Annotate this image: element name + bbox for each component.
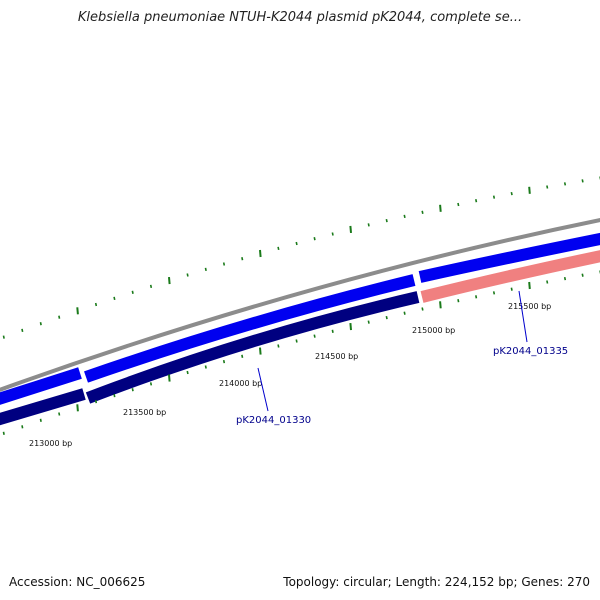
- outer-tick-ring: [2, 176, 600, 339]
- minor-tick: [94, 399, 98, 404]
- major-tick: [528, 186, 531, 194]
- tick-label: 215500 bp: [508, 302, 551, 311]
- tick-label: 215000 bp: [412, 326, 455, 335]
- minor-tick: [222, 359, 226, 364]
- major-tick: [168, 374, 171, 382]
- major-tick: [439, 301, 442, 309]
- gene-track: [0, 250, 600, 426]
- major-tick: [528, 281, 531, 290]
- major-tick: [76, 307, 79, 315]
- minor-tick: [204, 267, 207, 272]
- gene-label-pK2044_01335[interactable]: pK2044_01335: [493, 346, 568, 357]
- minor-tick: [331, 329, 334, 333]
- gene-segment[interactable]: [0, 388, 86, 426]
- tick-label: 213500 bp: [123, 408, 166, 417]
- minor-tick: [2, 431, 5, 435]
- minor-tick: [367, 223, 370, 227]
- minor-tick: [149, 382, 153, 386]
- cds-segment[interactable]: [0, 367, 82, 405]
- minor-tick: [546, 185, 549, 189]
- major-tick: [259, 249, 262, 258]
- minor-tick: [421, 307, 424, 311]
- cds-track: [0, 232, 600, 405]
- minor-tick: [546, 280, 549, 284]
- minor-tick: [403, 311, 406, 315]
- minor-tick: [563, 276, 567, 281]
- minor-tick: [313, 237, 316, 241]
- minor-tick: [39, 418, 42, 422]
- callout-line: [518, 290, 528, 343]
- minor-tick: [510, 191, 513, 196]
- minor-tick: [204, 365, 207, 369]
- major-tick: [349, 323, 352, 331]
- cds-segment[interactable]: [84, 274, 416, 383]
- minor-tick: [241, 257, 244, 261]
- genome-summary-text: Topology: circular; Length: 224,152 bp; …: [283, 575, 590, 589]
- minor-tick: [331, 232, 334, 236]
- tick-label: 213000 bp: [29, 439, 72, 448]
- tick-labels: 213000 bp 213500 bp 214000 bp 214500 bp …: [29, 302, 551, 448]
- inner-tick-ring: [2, 270, 600, 435]
- gene-callouts: pK2044_01330 pK2044_01335: [236, 290, 568, 426]
- minor-tick: [186, 273, 189, 277]
- minor-tick: [421, 210, 424, 214]
- minor-tick: [58, 315, 61, 319]
- minor-tick: [131, 290, 134, 294]
- gene-label-pK2044_01330[interactable]: pK2044_01330: [236, 415, 311, 426]
- accession-text: Accession: NC_006625: [9, 575, 146, 589]
- minor-tick: [149, 284, 153, 289]
- minor-tick: [113, 393, 116, 398]
- minor-tick: [277, 344, 280, 348]
- major-tick: [349, 225, 352, 233]
- minor-tick: [475, 295, 478, 299]
- gene-pK2044_01330[interactable]: [85, 291, 420, 404]
- minor-tick: [457, 202, 460, 207]
- minor-tick: [186, 370, 189, 375]
- major-tick: [168, 277, 171, 285]
- minor-tick: [403, 214, 406, 219]
- minor-tick: [295, 241, 298, 246]
- minor-tick: [58, 412, 61, 416]
- minor-tick: [581, 179, 584, 183]
- minor-tick: [581, 273, 584, 277]
- minor-tick: [492, 195, 496, 199]
- gene-pK2044_01335[interactable]: [420, 250, 600, 303]
- minor-tick: [295, 339, 298, 343]
- minor-tick: [457, 299, 460, 303]
- major-tick: [259, 347, 262, 355]
- minor-tick: [241, 354, 244, 358]
- minor-tick: [492, 291, 496, 295]
- minor-tick: [277, 246, 280, 251]
- minor-tick: [2, 335, 5, 339]
- minor-tick: [113, 296, 116, 301]
- callout-line: [257, 367, 269, 412]
- minor-tick: [385, 218, 388, 223]
- tick-label: 214500 bp: [315, 352, 358, 361]
- minor-tick: [367, 320, 370, 324]
- tick-label: 214000 bp: [219, 379, 262, 388]
- minor-tick: [313, 334, 316, 338]
- minor-tick: [222, 262, 226, 266]
- minor-tick: [563, 182, 567, 186]
- minor-tick: [385, 315, 388, 320]
- backbone-track: [0, 218, 600, 392]
- minor-tick: [21, 328, 24, 333]
- cds-segment[interactable]: [418, 232, 600, 283]
- minor-tick: [475, 199, 478, 203]
- major-tick: [439, 204, 442, 212]
- major-tick: [76, 404, 79, 412]
- minor-tick: [94, 302, 98, 307]
- map-title: Klebsiella pneumoniae NTUH-K2044 plasmid…: [77, 10, 523, 25]
- minor-tick: [510, 287, 513, 291]
- minor-tick: [21, 425, 24, 429]
- minor-tick: [131, 388, 134, 392]
- minor-tick: [39, 322, 42, 326]
